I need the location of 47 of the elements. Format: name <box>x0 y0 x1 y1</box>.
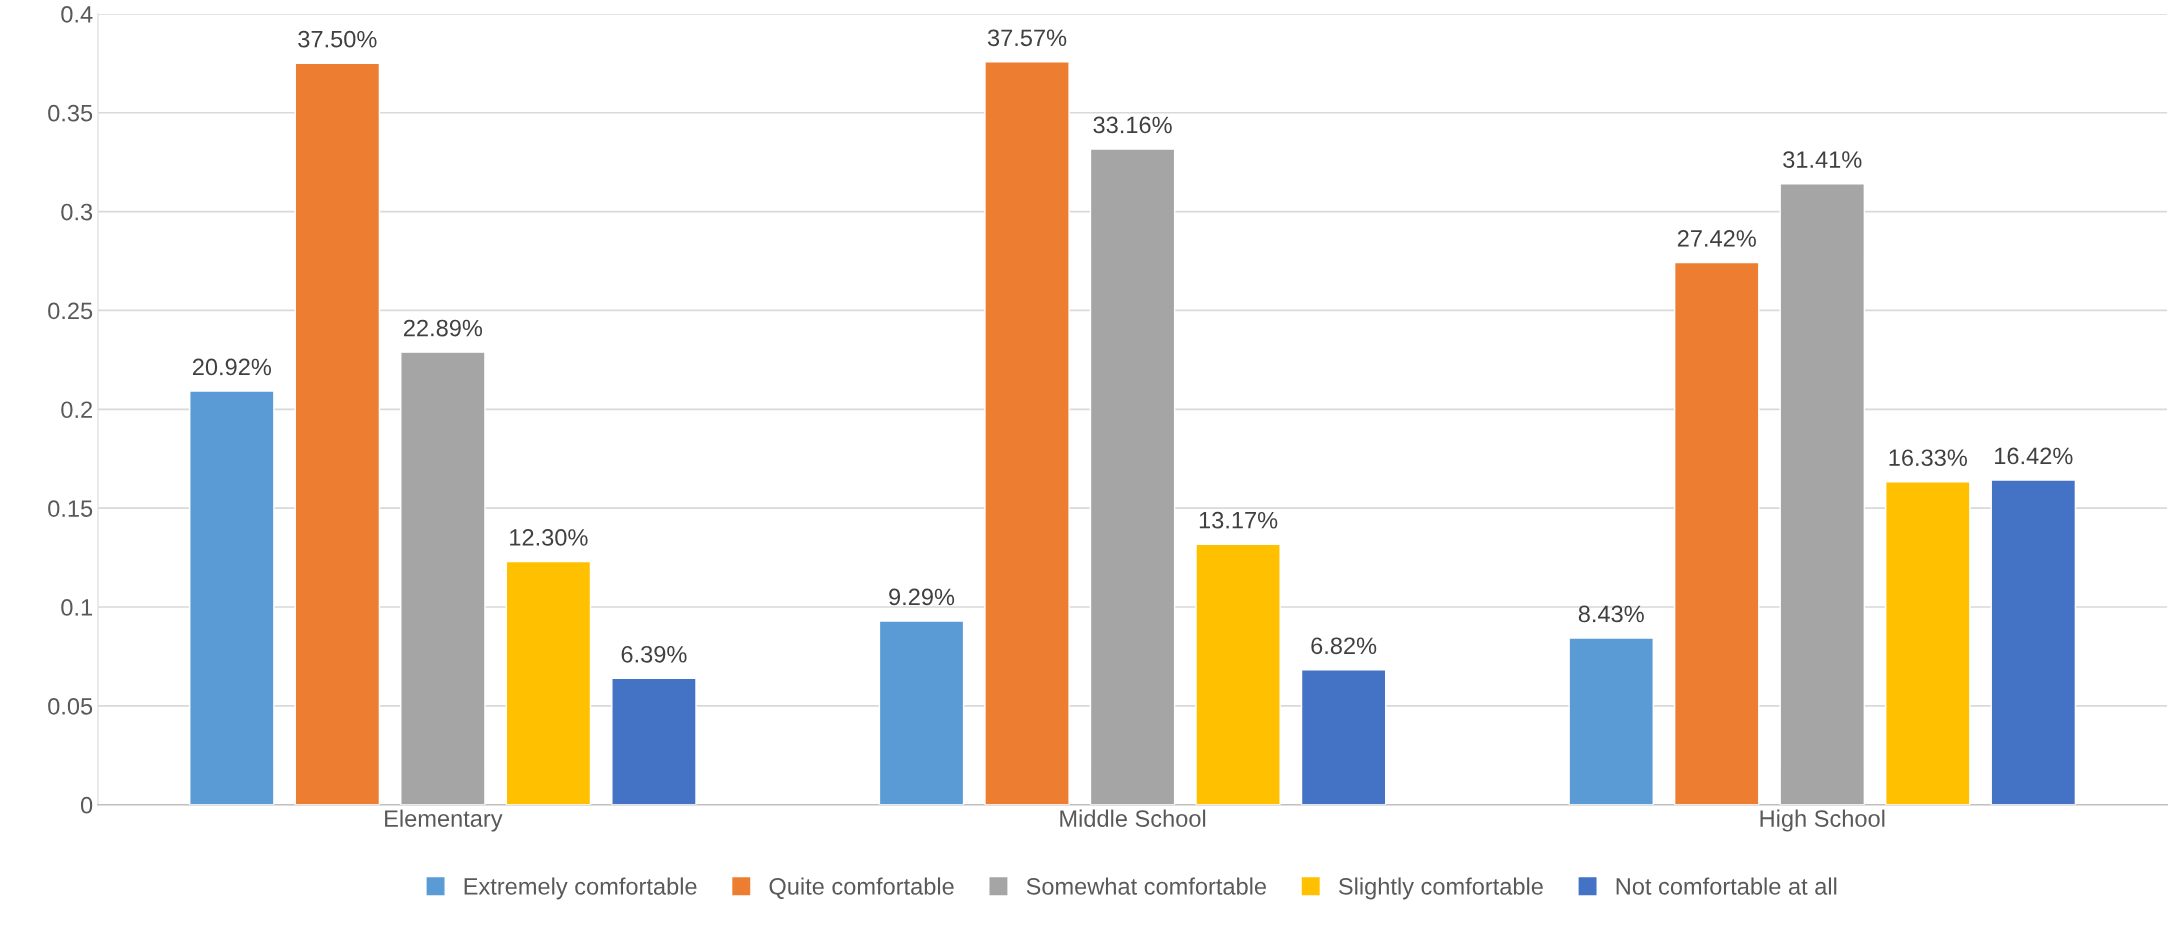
y-tick-label: 0.35 <box>48 104 93 122</box>
x-tick-label: Middle School <box>1060 809 1206 827</box>
bar <box>878 620 965 805</box>
bar <box>1673 261 1760 805</box>
y-tick-label: 0.25 <box>48 302 93 320</box>
bar <box>1300 669 1387 805</box>
y-tick-label: 0 <box>80 796 93 814</box>
data-label: 8.43% <box>1578 605 1644 623</box>
x-tick-label: High School <box>1760 809 1885 832</box>
data-label: 33.16% <box>1093 116 1172 134</box>
y-tick-label: 0.4 <box>61 5 93 23</box>
data-label: 6.82% <box>1311 637 1377 655</box>
data-label: 37.57% <box>987 29 1067 47</box>
data-label: 12.30% <box>510 529 588 546</box>
legend-label: Extremely comfortable <box>464 877 697 900</box>
bar <box>1779 183 1866 805</box>
x-tick-label: Elementary <box>385 809 503 832</box>
bar <box>294 62 381 805</box>
bar <box>1195 543 1281 805</box>
data-label: 27.42% <box>1677 230 1756 247</box>
legend-label: Quite comfortable <box>769 877 954 899</box>
data-label: 6.39% <box>621 645 687 663</box>
bar <box>400 351 486 805</box>
data-label: 13.17% <box>1199 511 1278 529</box>
y-tick-label: 0.05 <box>48 697 93 715</box>
y-tick-label: 0.3 <box>61 203 93 221</box>
y-tick-label: 0.1 <box>61 599 92 616</box>
bar <box>611 677 697 805</box>
y-tick-label: 0.15 <box>48 500 93 517</box>
bar <box>1990 479 2077 805</box>
legend-label: Somewhat comfortable <box>1026 877 1267 895</box>
bar <box>1568 637 1654 805</box>
bar <box>1885 481 1971 805</box>
bar <box>505 560 592 805</box>
y-tick-label: 0.2 <box>61 401 92 419</box>
legend-label: Not comfortable at all <box>1616 877 1837 895</box>
bar <box>1089 148 1176 805</box>
bar <box>984 61 1070 805</box>
data-label: 22.89% <box>404 319 483 337</box>
data-label: 31.41% <box>1783 151 1862 168</box>
data-label: 16.33% <box>1889 449 1967 467</box>
data-label: 37.50% <box>298 30 377 48</box>
bar <box>189 390 275 805</box>
legend-label: Slightly comfortable <box>1338 877 1543 900</box>
data-label: 16.42% <box>1995 447 2073 465</box>
data-label: 20.92% <box>192 358 272 376</box>
data-label: 9.29% <box>889 588 955 606</box>
